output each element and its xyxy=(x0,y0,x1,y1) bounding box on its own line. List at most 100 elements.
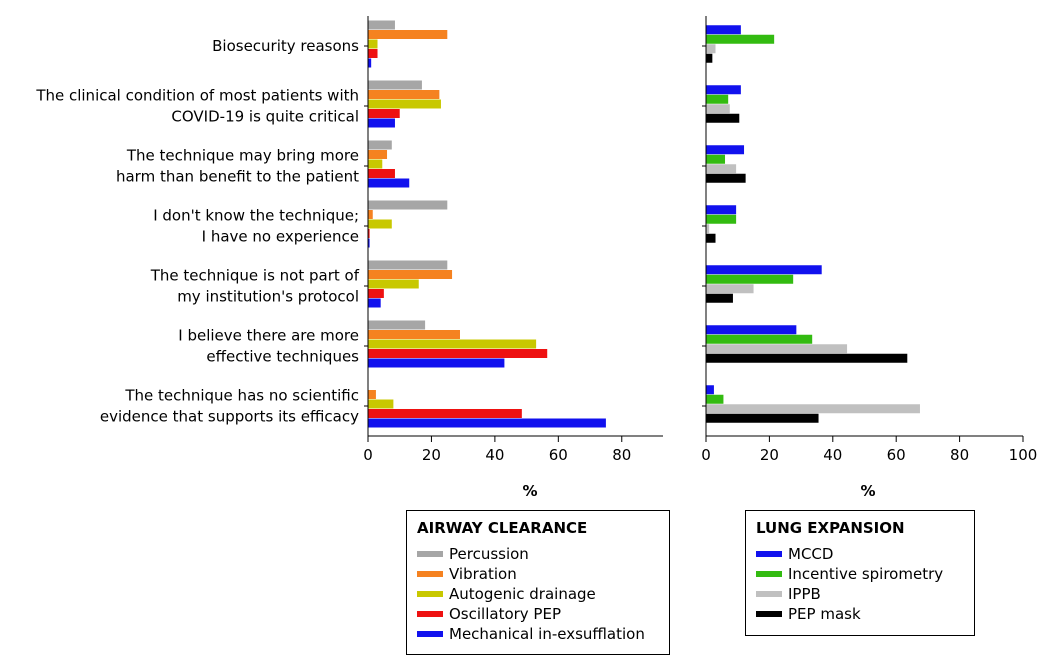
x-tick-label: 0 xyxy=(363,446,373,464)
bar-oscillatory-pep xyxy=(368,109,400,118)
legend-item: Vibration xyxy=(417,564,659,584)
legend-label: Vibration xyxy=(449,565,517,583)
bar-ippb xyxy=(706,164,737,174)
legend-item: PEP mask xyxy=(756,604,964,624)
bar-mccd xyxy=(706,265,822,275)
bar-mccd xyxy=(706,25,741,35)
legend-label: IPPB xyxy=(788,585,821,603)
bar-vibration xyxy=(368,30,448,39)
legend-item: MCCD xyxy=(756,544,964,564)
legend-swatch xyxy=(417,571,443,577)
category-labels: Biosecurity reasons The clinical conditio… xyxy=(35,37,359,426)
bar-incentive-spirometry xyxy=(706,394,724,404)
bar-pep-mask xyxy=(706,413,819,423)
legend-swatch xyxy=(417,631,443,637)
bar-mechanical-in-exsufflation xyxy=(368,58,372,68)
legend-airway-clearance: AIRWAY CLEARANCE Percussion Vibration Auto… xyxy=(406,510,670,655)
bar-percussion xyxy=(368,140,392,150)
bar-mccd xyxy=(706,145,745,155)
bar-mechanical-in-exsufflation xyxy=(368,298,381,308)
legend-label: MCCD xyxy=(788,545,834,563)
bar-autogenic-drainage xyxy=(368,279,419,289)
bar-oscillatory-pep xyxy=(368,349,548,358)
bar-oscillatory-pep xyxy=(368,289,384,298)
bar-pep-mask xyxy=(706,173,746,183)
bar-ippb xyxy=(706,44,716,54)
bar-autogenic-drainage xyxy=(368,99,441,109)
x-tick-label: 0 xyxy=(701,446,711,464)
bar-mechanical-in-exsufflation xyxy=(368,358,505,368)
category-label: The technique is not part of xyxy=(150,267,360,285)
category-label: I believe there are more xyxy=(178,327,359,345)
bar-vibration xyxy=(368,90,440,99)
legend-label: PEP mask xyxy=(788,605,861,623)
bar-vibration xyxy=(368,210,373,219)
legend-label: Incentive spirometry xyxy=(788,565,944,583)
bar-incentive-spirometry xyxy=(706,214,737,224)
bar-ippb xyxy=(706,224,710,234)
bar-vibration xyxy=(368,150,388,159)
bar-ippb xyxy=(706,104,730,114)
x-axis-title-right: % xyxy=(860,482,875,500)
x-tick-label: 80 xyxy=(950,446,969,464)
bar-percussion xyxy=(368,20,395,30)
bar-mechanical-in-exsufflation xyxy=(368,418,606,428)
bar-ippb xyxy=(706,284,754,294)
bar-pep-mask xyxy=(706,53,713,63)
x-tick-label: 40 xyxy=(823,446,842,464)
category-label: harm than benefit to the patient xyxy=(116,168,359,186)
legend-item: IPPB xyxy=(756,584,964,604)
bar-oscillatory-pep xyxy=(368,229,370,238)
category-label: Biosecurity reasons xyxy=(212,37,359,55)
bar-autogenic-drainage xyxy=(368,159,383,169)
x-tick-label: 40 xyxy=(485,446,504,464)
legend-swatch xyxy=(417,591,443,597)
bar-percussion xyxy=(368,80,422,90)
legend-swatch xyxy=(756,571,782,577)
airway-clearance-panel: 0 20 40 60 80 xyxy=(363,16,663,464)
bar-pep-mask xyxy=(706,353,908,363)
bar-vibration xyxy=(368,330,460,339)
legend-items: MCCD Incentive spirometry IPPB PEP mask xyxy=(756,544,964,624)
chart: 0 20 40 60 80 0 20 40 60 80 100 Biosecurity reaso… xyxy=(35,16,1037,500)
bar-incentive-spirometry xyxy=(706,274,794,284)
bar-pep-mask xyxy=(706,113,740,123)
bar-oscillatory-pep xyxy=(368,409,522,418)
category-label: The clinical condition of most patients … xyxy=(35,87,359,105)
legend-label: Oscillatory PEP xyxy=(449,605,562,623)
bar-mccd xyxy=(706,325,797,335)
x-tick-label: 100 xyxy=(1009,446,1038,464)
bar-percussion xyxy=(368,320,426,330)
legend-swatch xyxy=(756,611,782,617)
legend-item: Autogenic drainage xyxy=(417,584,659,604)
bar-incentive-spirometry xyxy=(706,154,726,164)
bar-ippb xyxy=(706,344,848,354)
legend-swatch xyxy=(756,591,782,597)
legend-label: Mechanical in-exsufflation xyxy=(449,625,645,643)
legend-title: AIRWAY CLEARANCE xyxy=(417,519,588,537)
legend-swatch xyxy=(417,611,443,617)
category-label: COVID-19 is quite critical xyxy=(171,108,359,126)
legend-title: LUNG EXPANSION xyxy=(756,519,905,537)
legend-items: Percussion Vibration Autogenic drainage Osc… xyxy=(417,544,659,644)
legend-lung-expansion: LUNG EXPANSION MCCD Incentive spirometry I… xyxy=(745,510,975,636)
legend-label: Autogenic drainage xyxy=(449,585,596,603)
category-label: my institution's protocol xyxy=(177,288,359,306)
x-tick-label: 20 xyxy=(760,446,779,464)
x-axis-title-left: % xyxy=(522,482,537,500)
lung-expansion-panel: 0 20 40 60 80 100 xyxy=(701,16,1037,464)
category-label: evidence that supports its efficacy xyxy=(100,408,359,426)
x-tick-label: 80 xyxy=(612,446,631,464)
category-label: I don't know the technique; xyxy=(153,207,359,225)
bar-ippb xyxy=(706,404,920,414)
bar-incentive-spirometry xyxy=(706,94,729,104)
bar-oscillatory-pep xyxy=(368,169,395,178)
category-label: effective techniques xyxy=(206,348,359,366)
legend-item: Oscillatory PEP xyxy=(417,604,659,624)
bar-incentive-spirometry xyxy=(706,34,775,44)
bar-oscillatory-pep xyxy=(368,49,378,58)
bar-mechanical-in-exsufflation xyxy=(368,118,395,128)
bar-mechanical-in-exsufflation xyxy=(368,238,370,248)
bar-vibration xyxy=(368,270,453,279)
bar-pep-mask xyxy=(706,293,733,303)
